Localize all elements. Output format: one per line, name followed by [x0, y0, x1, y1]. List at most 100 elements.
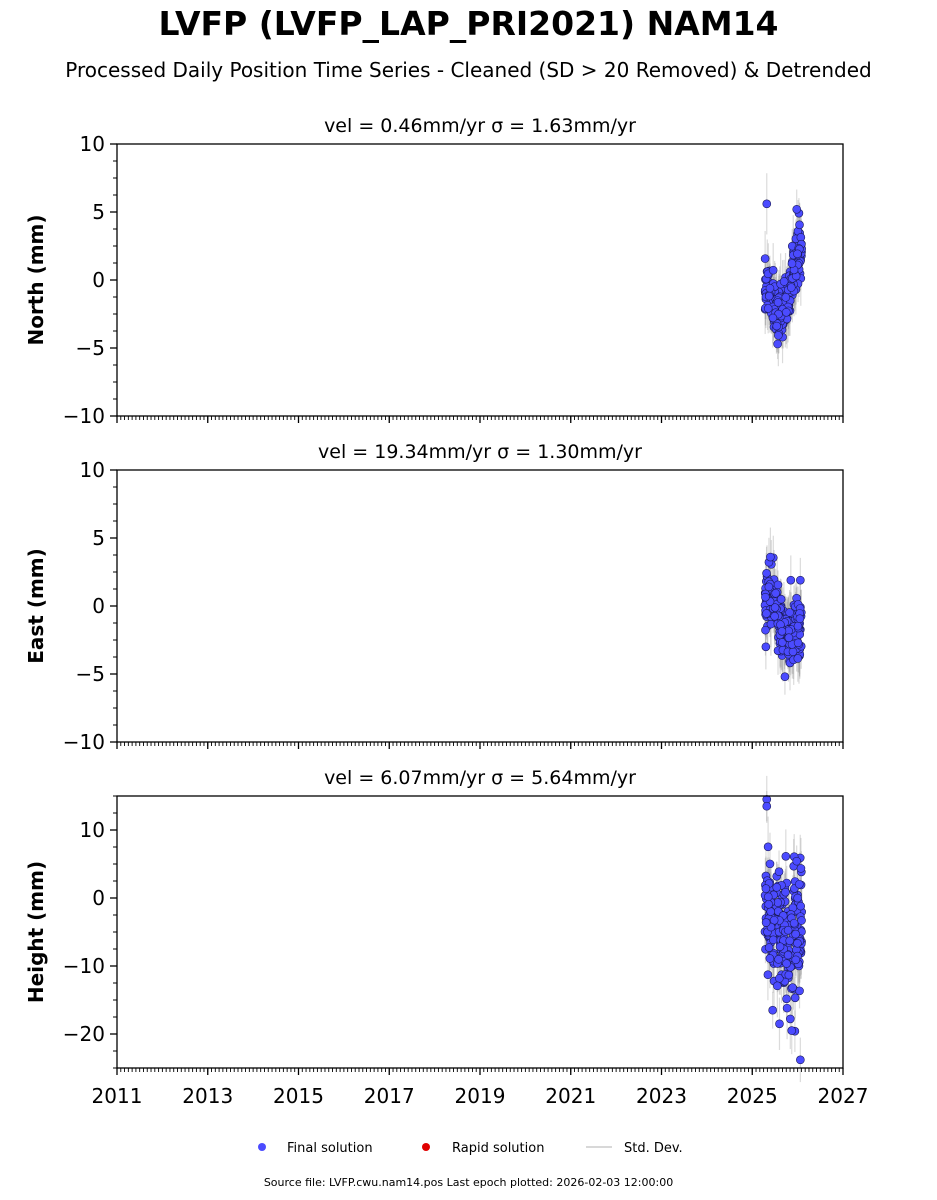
data-point	[787, 259, 797, 268]
data-point	[783, 950, 793, 960]
data-point	[791, 955, 801, 965]
data-point	[795, 986, 804, 996]
data-point	[762, 199, 772, 209]
data-point	[764, 291, 774, 301]
data-point	[793, 249, 802, 259]
y-tick-label: 0	[92, 886, 105, 910]
data-point	[771, 588, 780, 598]
data-point	[764, 582, 774, 592]
data-point	[773, 298, 783, 307]
figure-subtitle: Processed Daily Position Time Series - C…	[65, 58, 872, 82]
y-tick-label: −10	[63, 730, 105, 754]
panel-title: vel = 19.34mm/yr σ = 1.30mm/yr	[318, 441, 642, 463]
data-point	[775, 942, 785, 951]
x-tick-label: 2025	[727, 1084, 778, 1108]
data-point	[784, 633, 794, 643]
time-series-figure: vel = 0.46mm/yr σ = 1.63mm/yr North (mm) −…	[24, 115, 868, 1156]
data-point	[760, 254, 770, 263]
data-point	[792, 856, 801, 866]
data-point	[775, 1019, 784, 1029]
y-tick-label: −10	[63, 404, 105, 428]
panel-1: vel = 0.46mm/yr σ = 1.63mm/yr North (mm) −…	[24, 115, 844, 428]
data-point	[762, 569, 771, 578]
x-tick-label: 2021	[545, 1084, 596, 1108]
data-point	[780, 672, 790, 682]
data-point	[793, 621, 803, 631]
y-axis-label: East (mm)	[24, 548, 48, 664]
data-point	[782, 994, 791, 1004]
data-point	[790, 993, 800, 1003]
data-point	[797, 916, 806, 925]
panel-3: vel = 6.07mm/yr σ = 5.64mm/yr Height (mm)…	[24, 767, 868, 1108]
data-point	[793, 893, 802, 903]
data-point	[781, 851, 791, 861]
y-tick-label: −5	[76, 336, 105, 360]
data-point	[763, 304, 773, 313]
data-point	[765, 954, 775, 963]
x-tick-label: 2015	[273, 1084, 324, 1108]
data-point	[785, 608, 794, 617]
data-point	[776, 594, 786, 604]
data-point	[772, 883, 782, 892]
data-point	[781, 887, 790, 897]
data-point	[783, 925, 793, 935]
data-point	[766, 552, 775, 562]
data-point	[774, 331, 783, 340]
y-tick-label: −20	[63, 1022, 105, 1046]
y-tick-label: −5	[76, 662, 105, 686]
data-point	[761, 884, 771, 893]
panel-title: vel = 0.46mm/yr σ = 1.63mm/yr	[324, 115, 636, 137]
data-point	[772, 321, 782, 331]
source-footer: Source file: LVFP.cwu.nam14.pos Last epo…	[263, 1176, 674, 1189]
data-point	[796, 575, 805, 585]
legend: Final solution Rapid solution Std. Dev.	[258, 1141, 683, 1156]
data-point	[768, 265, 778, 275]
data-point	[762, 801, 772, 811]
data-point	[779, 277, 789, 286]
legend-final-label: Final solution	[287, 1141, 373, 1156]
data-point	[773, 339, 782, 349]
data-point	[766, 907, 775, 916]
data-point	[795, 614, 805, 624]
data-point	[796, 901, 805, 911]
data-point	[777, 627, 787, 636]
panel-2: vel = 19.34mm/yr σ = 1.30mm/yr East (mm) −…	[24, 441, 844, 754]
y-tick-label: 0	[92, 594, 105, 618]
data-point	[774, 955, 783, 964]
y-tick-label: 10	[80, 458, 105, 482]
data-point	[778, 638, 787, 647]
data-point	[764, 900, 773, 909]
data-point	[770, 603, 780, 612]
data-point	[768, 1005, 777, 1015]
y-axis-label: North (mm)	[24, 214, 48, 345]
final-solution-points	[760, 552, 806, 682]
data-point	[761, 918, 771, 927]
data-point	[770, 612, 779, 621]
x-tick-label: 2019	[455, 1084, 506, 1108]
x-tick-label: 2023	[636, 1084, 687, 1108]
data-point	[788, 647, 798, 657]
data-point	[787, 1026, 797, 1035]
data-point	[787, 283, 796, 292]
final-solution-points	[760, 199, 806, 349]
legend-final-marker	[258, 1143, 266, 1151]
data-point	[765, 283, 775, 293]
x-tick-label: 2017	[364, 1084, 415, 1108]
y-axis-label: Height (mm)	[24, 861, 48, 1003]
y-tick-label: 10	[80, 132, 105, 156]
data-point	[774, 867, 784, 877]
plot-frame	[116, 469, 844, 743]
x-tick-label: 2013	[182, 1084, 233, 1108]
data-point	[773, 580, 783, 590]
y-tick-label: 5	[92, 200, 105, 224]
data-point	[795, 220, 804, 230]
data-point	[762, 609, 771, 618]
data-point	[796, 864, 806, 873]
data-point	[764, 943, 774, 952]
data-point	[785, 1014, 795, 1024]
legend-rapid-marker	[422, 1143, 430, 1151]
y-tick-label: 10	[80, 818, 105, 842]
data-point	[768, 935, 778, 945]
data-point	[763, 892, 773, 902]
data-point	[795, 879, 804, 889]
